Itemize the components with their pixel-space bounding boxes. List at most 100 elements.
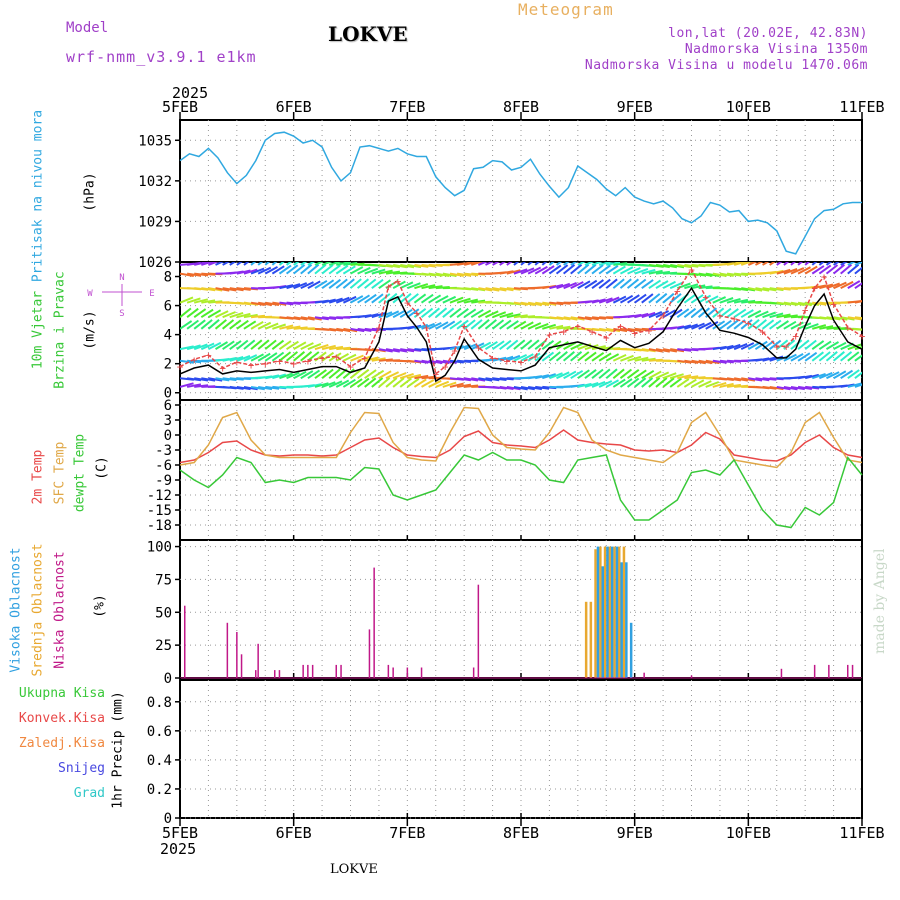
wind-arrow — [655, 292, 668, 304]
wind-arrow — [776, 313, 791, 319]
wind-arrow — [243, 268, 258, 275]
wind-arrow — [598, 327, 614, 332]
pressure-title: Pritisak na nivou mora — [30, 109, 46, 283]
wind-arrow — [626, 377, 640, 388]
wind-arrow — [286, 283, 301, 290]
wind-arrow — [719, 319, 732, 330]
cloud-bar — [335, 664, 337, 678]
wind-arrow — [293, 341, 307, 351]
wind-arrow — [371, 357, 386, 362]
gust-marker: + — [773, 340, 780, 353]
wind-arrow — [612, 295, 627, 304]
wind-arrow — [485, 310, 499, 319]
wind-arrow — [378, 279, 391, 289]
wind-arrow — [605, 264, 619, 275]
wind-arrow — [797, 266, 811, 275]
wind-arrow — [236, 355, 251, 362]
wind-arrow — [499, 287, 514, 292]
wind-arrow — [719, 344, 734, 351]
model-elevation-label: Nadmorska Visina u modelu 1470.06m — [584, 58, 868, 73]
wind-arrow — [186, 383, 202, 388]
wind-arrow — [478, 377, 493, 382]
wind-arrow — [307, 369, 321, 380]
wind-arrow — [726, 308, 739, 319]
wind-arrow — [783, 262, 790, 266]
wind-arrow — [513, 320, 527, 330]
wind-arrow — [371, 278, 384, 289]
gust-marker: + — [811, 282, 818, 295]
cloud-bar — [340, 664, 342, 678]
wind-arrow — [562, 351, 575, 362]
cloud-low-label: Niska Oblacnost — [52, 551, 68, 669]
wind-arrow — [471, 377, 486, 382]
cloud-bar — [584, 601, 588, 678]
wind-arrow — [584, 279, 598, 289]
wind-arrow — [676, 308, 690, 319]
wind-arrow — [726, 383, 742, 388]
wind-arrow — [186, 344, 201, 351]
wind-arrow — [627, 327, 642, 332]
wind-arrow — [286, 340, 299, 351]
wind-arrow — [250, 339, 263, 350]
wind-arrow — [421, 284, 436, 290]
gust-marker: + — [759, 326, 766, 339]
wind-arrow — [691, 322, 705, 330]
cloud-bar — [373, 567, 375, 678]
station-title: LOKVE — [328, 22, 408, 46]
wind-arrow — [328, 380, 343, 388]
wind-arrow — [677, 324, 692, 330]
wind-arrow — [825, 262, 833, 266]
wind-arrow — [378, 377, 391, 388]
wind-arrow — [385, 310, 400, 319]
wind-arrow — [378, 348, 393, 353]
precip-legend-convective: Konvek.Kisa — [18, 711, 105, 726]
wind-arrow — [527, 385, 543, 391]
wind-arrow — [520, 385, 535, 391]
wind-arrow — [378, 269, 393, 275]
wind-arrow — [833, 281, 847, 290]
cloud-bar — [606, 546, 609, 678]
gust-marker: + — [404, 297, 411, 310]
wind-arrow — [691, 284, 706, 290]
wind-arrow — [279, 324, 294, 330]
wind-arrow — [847, 263, 860, 275]
wind-arrow — [740, 319, 753, 330]
wind-arrow — [825, 264, 839, 275]
wind-arrow — [456, 383, 472, 388]
wind-arrow — [769, 319, 782, 330]
wind-arrow — [285, 351, 299, 362]
wind-arrow — [840, 280, 854, 290]
wind-arrow — [861, 348, 862, 350]
gust-marker: + — [234, 356, 241, 369]
gust-marker: + — [518, 356, 525, 369]
wind-arrow — [406, 308, 420, 319]
wind-arrow — [655, 280, 669, 290]
cloud-bar — [589, 601, 593, 678]
wind-arrow — [804, 323, 819, 330]
wind-arrow — [698, 380, 712, 388]
wind-arrow — [662, 309, 676, 319]
wind-arrow — [861, 376, 862, 379]
wind-arrow — [769, 355, 784, 362]
wind-arrow — [570, 351, 583, 362]
wind-arrow — [556, 316, 571, 321]
ytick-label-pressure: 1035 — [138, 133, 172, 149]
wind-arrow — [591, 316, 607, 320]
wind-arrow — [221, 319, 235, 330]
wind-arrow — [555, 351, 568, 362]
wind-arrow — [336, 262, 351, 266]
wind-arrow — [200, 342, 215, 351]
wind-arrow — [598, 297, 613, 304]
wind-arrow — [201, 299, 216, 304]
wind-arrow — [811, 265, 825, 275]
gust-marker: + — [674, 285, 681, 298]
wind-arrow — [840, 316, 855, 321]
wind-arrow — [577, 369, 590, 380]
wind-arrow — [208, 287, 223, 292]
wind-arrow — [428, 294, 442, 304]
wind-arrow — [683, 307, 697, 318]
wind-arrow — [534, 339, 547, 350]
cloud-bar — [307, 664, 309, 678]
wind-arrow — [413, 293, 427, 304]
wind-arrow — [776, 320, 789, 330]
